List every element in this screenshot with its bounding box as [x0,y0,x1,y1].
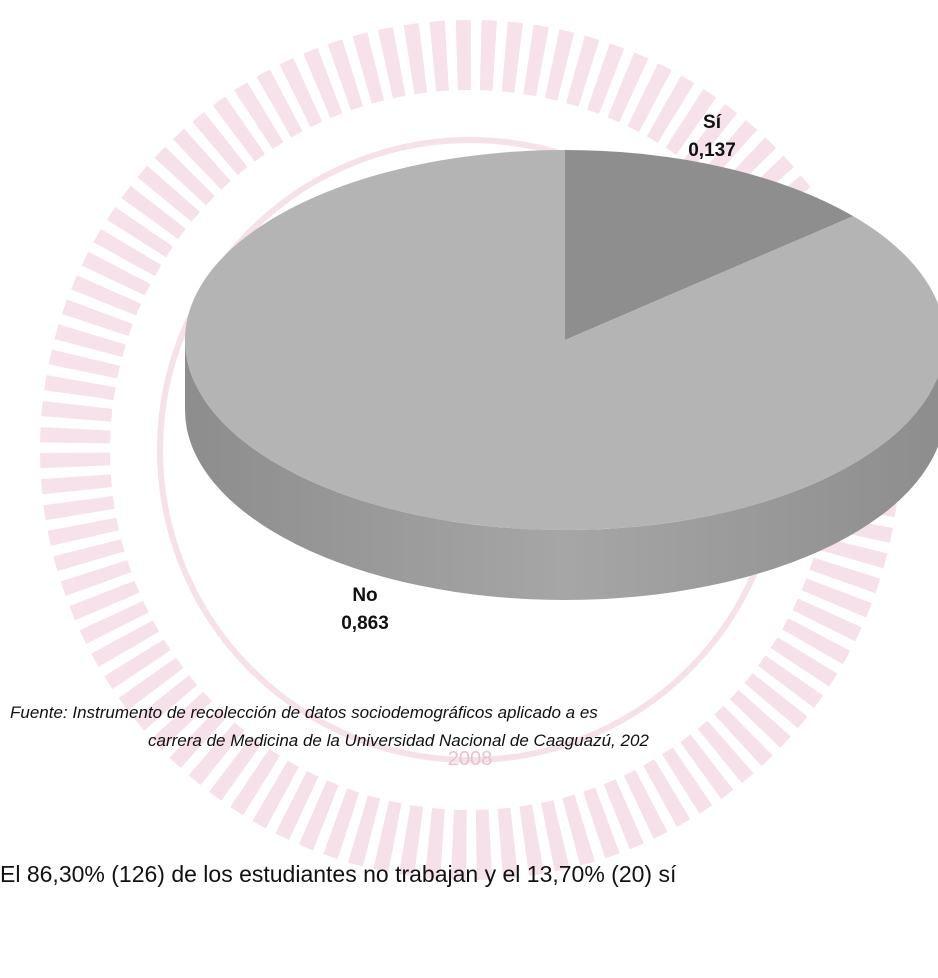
pie-slice [185,150,938,530]
body-text: El 86,30% (126) de los estudiantes no tr… [0,861,677,887]
pie-side [185,340,938,600]
pie-slice [565,150,854,340]
caption-line: carrera de Medicina de la Universidad Na… [148,731,649,750]
value-label: 0,137 [688,140,736,161]
pie-chart [185,150,938,600]
value-label: 0,863 [341,613,389,634]
caption-line: Fuente: Instrumento de recolección de da… [10,703,598,722]
slice-label: Sí [703,112,722,133]
watermark-year: 2008 [448,748,493,770]
slice-label: No [352,585,377,606]
